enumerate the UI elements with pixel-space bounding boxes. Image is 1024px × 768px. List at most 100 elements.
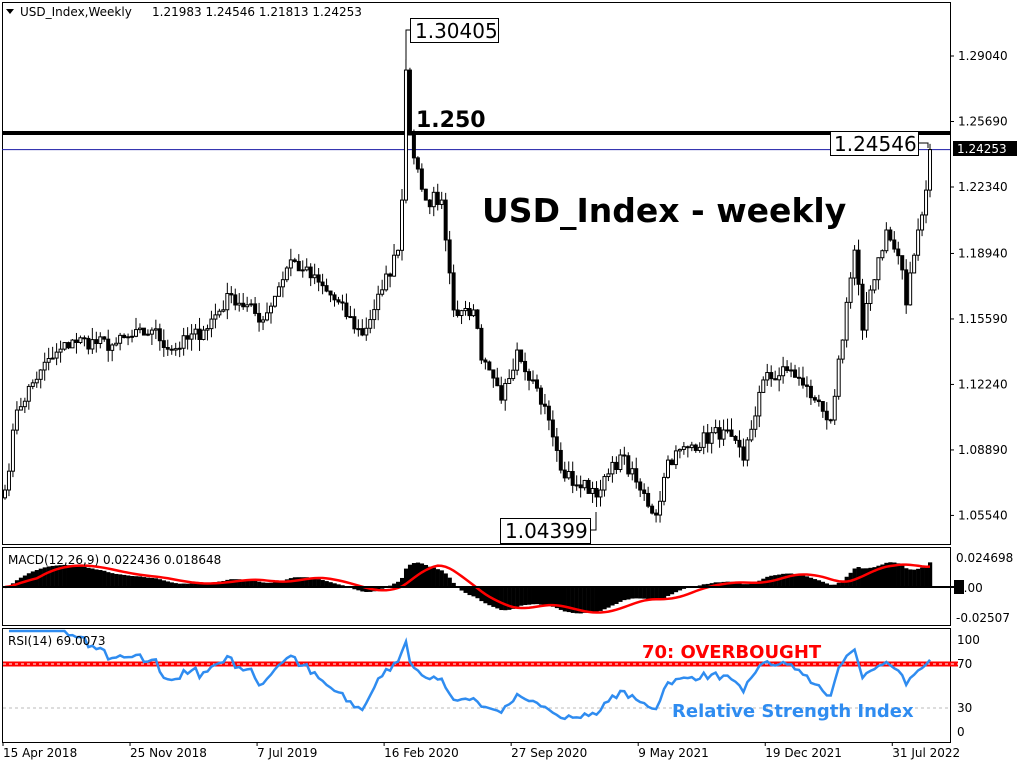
candle-bull <box>832 395 837 421</box>
candle-bull <box>396 249 401 256</box>
macd-bar <box>435 569 440 587</box>
candle-bull <box>284 267 289 281</box>
macd-bar <box>904 568 909 587</box>
time-tick-label: 15 Apr 2018 <box>3 746 77 760</box>
macd-bar <box>896 563 901 587</box>
candle-bear <box>479 327 484 361</box>
macd-bar <box>356 587 361 591</box>
candle-bull <box>574 484 579 487</box>
macd-bar <box>66 565 71 587</box>
time-tick-label: 27 Sep 2020 <box>511 746 587 760</box>
candle-bear <box>483 359 488 363</box>
candle-bear <box>495 377 500 387</box>
macd-bar <box>673 587 679 593</box>
candle-bear <box>66 342 71 349</box>
macd-bar <box>618 587 623 602</box>
candle-bear <box>856 249 861 285</box>
macd-bar <box>392 583 397 587</box>
candle-bear <box>622 454 627 457</box>
candle-bear <box>654 512 659 516</box>
candle-bear <box>888 229 893 241</box>
candle-bear <box>550 419 555 438</box>
macd-bar <box>538 587 544 605</box>
candle-bull <box>515 349 520 371</box>
candle-bull <box>137 327 142 331</box>
candle-bull <box>372 309 377 321</box>
candle-bull <box>697 446 702 451</box>
candle-bear <box>896 248 901 257</box>
candle-bear <box>570 471 575 486</box>
collapse-triangle-icon[interactable] <box>6 9 14 14</box>
macd-bar <box>82 566 87 587</box>
macd-bar <box>582 587 587 613</box>
macd-bar <box>590 587 595 613</box>
candle-bull <box>912 254 917 274</box>
macd-bar <box>793 573 798 587</box>
macd-bar <box>403 568 409 587</box>
candle-bear <box>157 328 162 342</box>
rsi-tick-30: 30 <box>957 701 972 715</box>
macd-bar <box>205 583 210 587</box>
macd-bar <box>916 568 921 587</box>
macd-bar <box>261 582 266 587</box>
candle-bear <box>336 299 341 303</box>
candle-bull <box>713 427 718 434</box>
candle-bull <box>610 461 615 475</box>
candle-bull <box>261 319 266 323</box>
price-tick-label: 1.18940 <box>958 246 1008 260</box>
macd-bar <box>229 579 234 587</box>
time-axis: 15 Apr 2018 25 Nov 2018 7 Jul 2019 16 Feb 2… <box>2 742 960 760</box>
macd-bar <box>864 568 869 587</box>
rsi-name-label: Relative Strength Index <box>672 701 914 722</box>
candle-bear <box>296 260 301 272</box>
candle-bear <box>650 505 655 514</box>
macd-bar <box>531 587 536 605</box>
candle-bull <box>689 444 694 449</box>
candle-bull <box>765 372 770 381</box>
macd-bar <box>308 577 313 587</box>
macd-bar <box>324 581 329 587</box>
macd-bar <box>451 582 456 587</box>
macd-bar <box>495 587 500 609</box>
candle-bear <box>638 481 643 491</box>
price-tag <box>953 141 1017 156</box>
candle-bull <box>288 259 293 269</box>
candle-bull <box>280 279 285 288</box>
macd-bar <box>197 583 202 587</box>
macd-bar <box>177 583 182 587</box>
macd-bar <box>292 577 298 587</box>
macd-bar <box>106 572 111 587</box>
macd-bar <box>352 587 357 590</box>
candle-bear <box>257 312 262 323</box>
candle-bear <box>340 301 345 304</box>
candle-bull <box>753 415 758 430</box>
candle-bear <box>360 328 365 336</box>
candle-bull <box>312 274 317 279</box>
time-tick-label: 9 May 2021 <box>638 746 709 760</box>
candle-bull <box>503 382 508 401</box>
macd-bar <box>46 566 51 587</box>
macd-bar <box>237 579 242 587</box>
macd-bar <box>272 582 278 587</box>
candle-bear <box>435 191 440 205</box>
candle-bear <box>241 302 246 308</box>
macd-bar <box>630 587 635 599</box>
candle-bear <box>558 449 563 471</box>
candle-bull <box>205 328 210 331</box>
macd-bar <box>54 565 59 587</box>
candle-bear <box>348 316 353 319</box>
macd-bar <box>58 565 63 587</box>
macd-bar <box>400 577 405 587</box>
macd-bar <box>90 568 95 587</box>
macd-bar <box>562 587 567 612</box>
candle-bear <box>725 429 730 432</box>
candle-bull <box>268 305 273 314</box>
candle-bear <box>423 188 428 201</box>
candle-bear <box>161 340 166 348</box>
ohlc-values: 1.21983 1.24546 1.21813 1.24253 <box>152 5 362 19</box>
candle-bull <box>582 479 587 489</box>
macd-bar <box>638 587 643 599</box>
candle-bear <box>197 328 202 340</box>
macd-bar <box>447 577 452 587</box>
candle-bull <box>213 314 218 320</box>
